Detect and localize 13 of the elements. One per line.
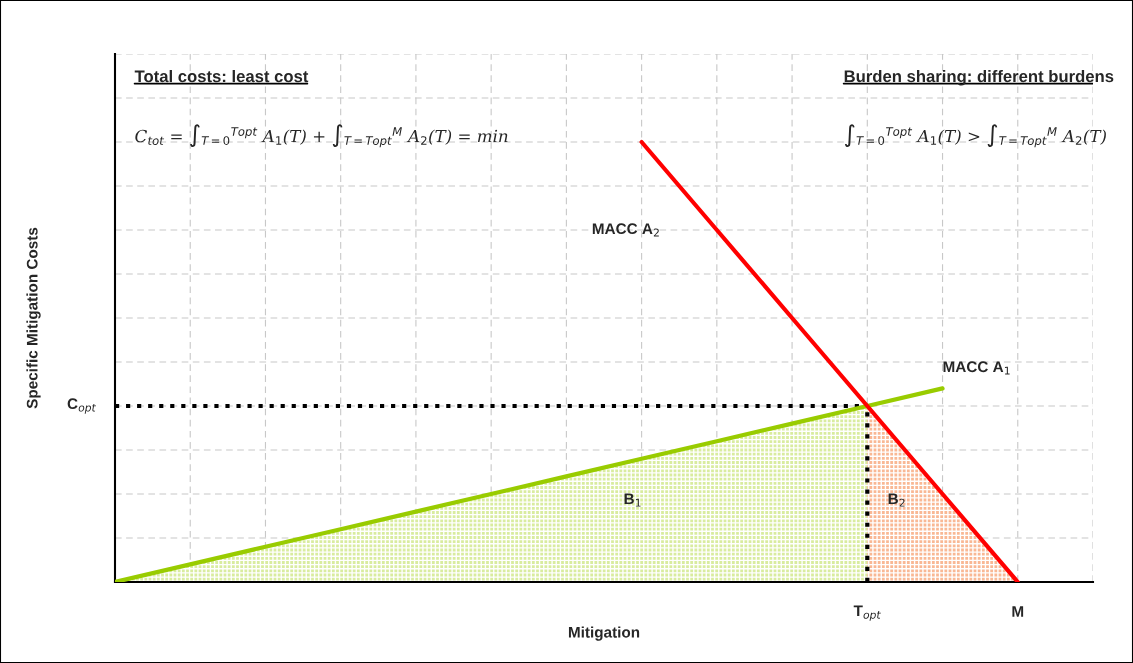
- x-tick-label: T$_{opt}$: [853, 605, 881, 621]
- x-tick-label: M: [1012, 606, 1024, 617]
- annotation: B$_{1}$: [624, 493, 641, 507]
- text: MACC A$_{2}$: [592, 223, 659, 237]
- ref-line-label: C$_{opt}$: [67, 398, 97, 414]
- x-axis-title: Mitigation: [568, 626, 640, 641]
- text: C$_{tot}$ = ∫$_{T=0}$$^{Topt}$ A$_{1}$(T) + ∫$_{T=Topt}$$^{M}$ A$_{2}$(T) = min: [135, 124, 508, 148]
- text: Total costs: least cost: [134, 69, 309, 83]
- series-label: MACC A$_{1}$: [943, 361, 1010, 375]
- text: ∫$_{T=0}$$^{Topt}$ A$_{1}$(T) > ∫$_{T=Topt}$$^{M}$ A$_{2}$(T): [844, 124, 1106, 148]
- annotation: B$_{2}$: [888, 493, 905, 507]
- text: Burden sharing: different burdens: [844, 69, 1114, 86]
- y-axis-title: Specific Mitigation Costs: [26, 227, 41, 409]
